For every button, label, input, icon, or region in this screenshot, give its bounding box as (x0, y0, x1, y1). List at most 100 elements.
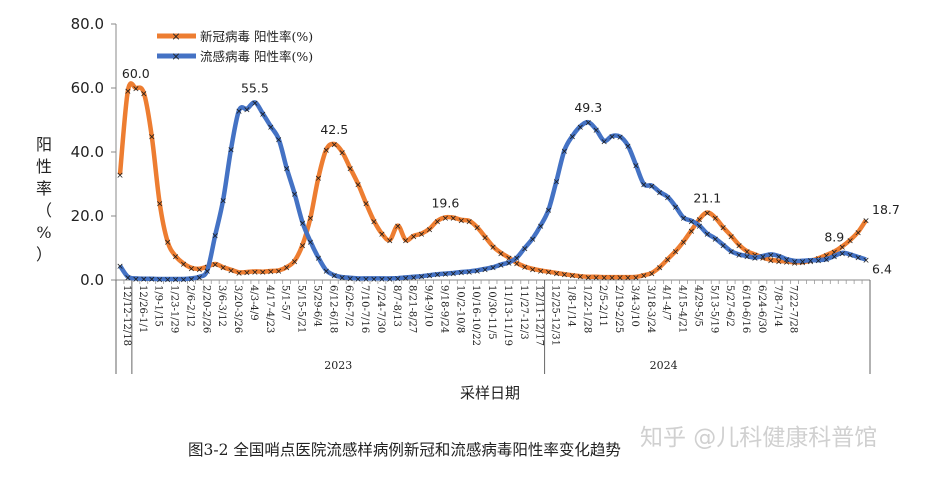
data-point-marker: × (664, 193, 672, 203)
data-point-marker: × (489, 264, 497, 274)
data-point-marker: × (418, 273, 426, 283)
data-point-marker: × (196, 265, 204, 275)
data-point-marker: × (267, 123, 275, 133)
data-point-marker: × (577, 123, 585, 133)
data-point-marker: × (664, 256, 672, 266)
data-point-marker: × (362, 200, 370, 210)
data-point-marker: × (243, 269, 251, 279)
data-point-marker: × (346, 165, 354, 175)
data-point-marker: × (354, 181, 362, 191)
data-point-marker: × (315, 174, 323, 184)
data-point-marker: × (767, 256, 775, 266)
data-point-marker: × (235, 269, 243, 279)
data-point-marker: × (378, 230, 386, 240)
data-point-marker: × (537, 222, 545, 232)
data-label: 55.5 (241, 80, 269, 95)
data-point-marker: × (156, 276, 164, 286)
data-point-marker: × (704, 230, 712, 240)
data-point-marker: × (616, 274, 624, 284)
data-point-marker: × (624, 142, 632, 152)
data-point-marker: × (283, 264, 291, 274)
data-point-marker: × (481, 233, 489, 243)
data-point-marker: × (727, 248, 735, 258)
data-point-marker: × (442, 214, 450, 224)
x-tick-label: 7/22-7/28 (788, 285, 799, 333)
data-point-marker: × (386, 237, 394, 247)
data-point-marker: × (204, 267, 212, 277)
data-point-marker: × (172, 253, 180, 263)
data-label: 8.9 (824, 230, 844, 245)
data-point-marker: × (116, 262, 124, 272)
data-point-marker: × (783, 258, 791, 268)
series-line-0 (117, 81, 868, 280)
data-point-marker: × (624, 274, 632, 284)
data-point-marker: × (211, 261, 219, 271)
x-tick-label: 4/17-4/23 (264, 285, 275, 333)
data-point-marker: × (608, 133, 616, 143)
data-point-marker: × (196, 273, 204, 283)
x-tick-label: 9/4-9/10 (423, 285, 434, 327)
data-point-marker: × (823, 252, 831, 262)
data-point-marker: × (164, 238, 172, 248)
data-point-marker: × (442, 270, 450, 280)
x-tick-label: 12/11-12/17 (534, 285, 545, 346)
data-point-marker: × (680, 238, 688, 248)
data-point-marker: × (394, 222, 402, 232)
data-point-marker: × (299, 241, 307, 251)
data-label: 42.5 (320, 122, 348, 137)
data-point-marker: × (672, 248, 680, 258)
data-point-marker: × (799, 259, 807, 269)
x-tick-label: 4/29-5/5 (692, 285, 703, 327)
data-point-marker: × (600, 137, 608, 147)
data-point-marker: × (124, 273, 132, 283)
data-point-marker: × (315, 254, 323, 264)
data-point-marker: × (719, 224, 727, 234)
x-tick-label: 1/22-1/28 (581, 285, 592, 333)
x-tick-label: 7/10-7/16 (359, 285, 370, 333)
figure-caption: 图3-2 全国哨点医院流感样病例新冠和流感病毒阳性率变化趋势 (188, 440, 621, 459)
x-tick-label: 5/29-6/4 (311, 285, 322, 327)
data-point-marker: × (410, 232, 418, 242)
data-point-marker: × (402, 237, 410, 247)
data-point-marker: × (791, 257, 799, 267)
data-point-marker: × (148, 275, 156, 285)
x-tick-label: 7/24-7/30 (375, 285, 386, 333)
data-point-marker: × (791, 259, 799, 269)
data-point-marker: × (735, 241, 743, 251)
data-point-marker: × (600, 274, 608, 284)
data-point-marker: × (759, 254, 767, 264)
data-point-marker: × (719, 241, 727, 251)
data-point-marker: × (473, 224, 481, 234)
watermark: 知乎 @儿科健康科普馆 (640, 425, 878, 451)
data-point-marker: × (561, 271, 569, 281)
x-tick-label: 4/3-4/9 (248, 285, 259, 321)
data-point-marker: × (711, 214, 719, 224)
data-point-marker: × (267, 268, 275, 278)
data-point-marker: × (854, 253, 862, 263)
data-point-marker: × (831, 253, 839, 263)
data-point-marker: × (751, 254, 759, 264)
series-line-1 (118, 100, 867, 282)
data-point-marker: × (434, 271, 442, 281)
data-point-marker: × (775, 253, 783, 263)
data-point-marker: × (569, 133, 577, 143)
data-point-marker: × (799, 257, 807, 267)
x-tick-label: 8/7-8/13 (391, 285, 402, 327)
data-point-marker: × (132, 275, 140, 285)
data-point-marker: × (838, 243, 846, 253)
data-point-marker: × (648, 269, 656, 279)
data-point-marker: × (743, 253, 751, 263)
data-point-marker: × (672, 203, 680, 213)
legend-marker-covid: × (171, 30, 180, 43)
x-tick-label: 3/4-3/10 (629, 285, 640, 327)
y-tick-label: 20.0 (71, 207, 104, 225)
data-point-marker: × (140, 275, 148, 285)
data-point-marker: × (465, 268, 473, 278)
data-point-marker: × (545, 268, 553, 278)
x-tick-label: 5/27-6/2 (724, 285, 735, 327)
data-point-marker: × (299, 219, 307, 229)
data-point-marker: × (473, 267, 481, 277)
x-axis-label: 采样日期 (460, 384, 520, 402)
data-point-marker: × (291, 190, 299, 200)
